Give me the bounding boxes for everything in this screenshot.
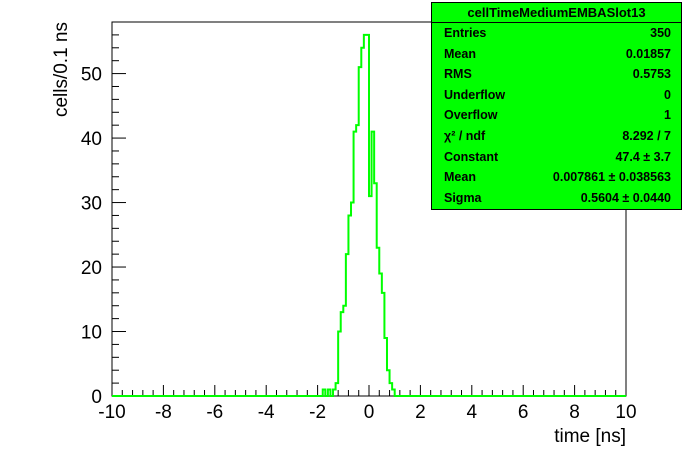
- y-tick-label: 0: [91, 387, 102, 408]
- stats-label: Constant: [444, 149, 499, 164]
- x-tick-label: -10: [98, 402, 125, 423]
- stats-label: χ² / ndf: [444, 128, 486, 143]
- stats-row: RMS 0.5753: [432, 64, 681, 85]
- x-tick-label: -6: [206, 402, 223, 423]
- x-tick-label: 8: [569, 402, 580, 423]
- stats-value: 0.5753: [632, 67, 671, 82]
- stats-label: RMS: [444, 67, 472, 82]
- y-tick-label: 50: [81, 65, 102, 86]
- histogram-line: [112, 33, 626, 397]
- stats-box: cellTimeMediumEMBASlot13 Entries 350 Mean 0…: [431, 2, 682, 210]
- stats-value: 1: [664, 108, 671, 123]
- y-tick-labels: 0 10 20 30 40 50: [81, 65, 102, 408]
- stats-value: 8.292 / 7: [622, 128, 671, 143]
- y-tick-label: 30: [81, 194, 102, 215]
- stats-label: Entries: [444, 26, 487, 40]
- y-tick-label: 40: [81, 129, 102, 150]
- y-axis-title: cells/0.1 ns: [51, 22, 72, 117]
- stats-row: Mean 0.01857: [432, 44, 681, 65]
- stats-value: 350: [650, 26, 671, 40]
- stats-label: Mean: [444, 170, 476, 185]
- x-tick-label: 10: [615, 402, 636, 423]
- stats-value: 0: [664, 87, 671, 102]
- stats-label: Sigma: [444, 190, 482, 205]
- x-tick-label: -8: [155, 402, 172, 423]
- x-axis-title: time [ns]: [554, 426, 626, 447]
- stats-row: Mean 0.007861 ± 0.038563: [432, 167, 681, 188]
- stats-value: 0.5604 ± 0.0440: [580, 190, 671, 205]
- x-tick-label: -2: [309, 402, 326, 423]
- stats-rows: Entries 350 Mean 0.01857 RMS 0.5753 Underflow 0…: [432, 23, 681, 208]
- stats-value: 47.4 ± 3.7: [615, 149, 671, 164]
- x-tick-labels: -10 -8 -6 -4 -2 0 2 4 6 8 10: [98, 402, 636, 423]
- stats-label: Underflow: [444, 87, 506, 102]
- x-tick-label: -4: [258, 402, 275, 423]
- stats-row: Overflow 1: [432, 105, 681, 126]
- stats-title: cellTimeMediumEMBASlot13: [432, 3, 681, 23]
- stats-row: Underflow 0: [432, 85, 681, 106]
- x-tick-label: 4: [467, 402, 478, 423]
- stats-row: Sigma 0.5604 ± 0.0440: [432, 188, 681, 209]
- stats-row: Entries 350: [432, 23, 681, 44]
- stats-row: χ² / ndf 8.292 / 7: [432, 126, 681, 147]
- y-tick-label: 20: [81, 258, 102, 279]
- x-tick-label: 6: [518, 402, 529, 423]
- stats-row: Constant 47.4 ± 3.7: [432, 147, 681, 168]
- y-tick-label: 10: [81, 323, 102, 344]
- stats-value: 0.007861 ± 0.038563: [552, 170, 671, 185]
- x-tick-label: 2: [415, 402, 426, 423]
- stats-label: Overflow: [444, 108, 498, 123]
- stats-label: Mean: [444, 46, 476, 61]
- x-tick-label: 0: [364, 402, 375, 423]
- stats-value: 0.01857: [625, 46, 671, 61]
